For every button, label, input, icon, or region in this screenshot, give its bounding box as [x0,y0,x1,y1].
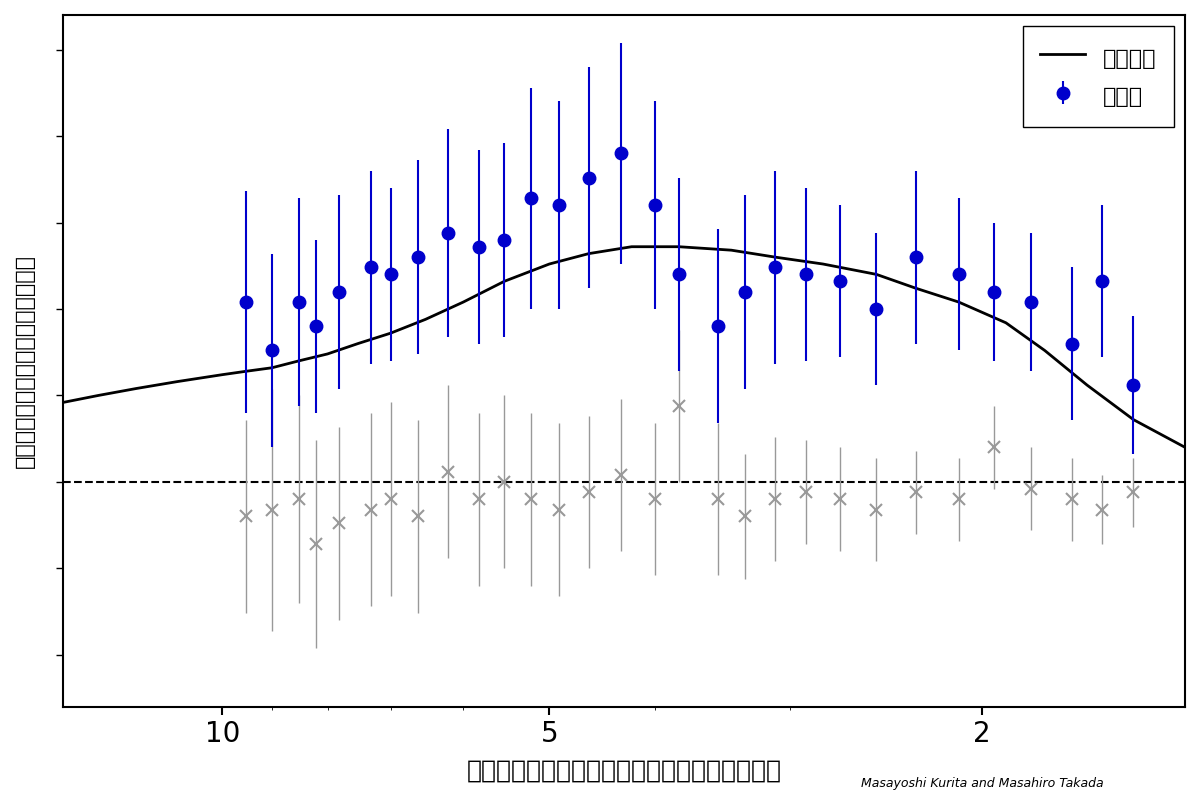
理論曲線 [497,277,511,286]
Line: 理論曲線: 理論曲線 [64,247,1186,448]
理論曲線 [265,363,280,373]
Text: Masayoshi Kurita and Masahiro Takada: Masayoshi Kurita and Masahiro Takada [862,777,1104,790]
理論曲線 [908,283,923,293]
理論曲線 [768,252,782,262]
理論曲線 [1038,346,1052,355]
理論曲線 [56,397,71,407]
理論曲線 [320,350,335,359]
理論曲線 [1178,443,1193,452]
理論曲線 [952,298,966,307]
理論曲線 [350,339,365,349]
理論曲線 [292,356,306,365]
理論曲線 [419,314,433,324]
理論曲線 [624,242,638,251]
理論曲線 [239,366,253,376]
理論曲線 [383,329,397,338]
Legend: 理論曲線, 測定点: 理論曲線, 測定点 [1022,26,1174,127]
理論曲線 [542,259,557,269]
Y-axis label: 離れた二つの銀河形状の相関の強さ: 離れた二つの銀河形状の相関の強さ [16,254,35,468]
X-axis label: 離れた二つの銀河間の距離　（単位：億光年）: 離れた二つの銀河間の距離 （単位：億光年） [467,759,781,783]
理論曲線 [456,298,470,307]
理論曲線 [1080,381,1094,390]
理論曲線 [215,370,229,380]
理論曲線 [816,259,830,269]
理論曲線 [672,242,686,251]
理論曲線 [130,384,144,393]
理論曲線 [724,246,738,255]
理論曲線 [1127,415,1141,425]
理論曲線 [869,270,883,279]
理論曲線 [170,377,185,386]
理論曲線 [998,318,1013,328]
理論曲線 [91,391,106,401]
理論曲線 [582,249,596,259]
